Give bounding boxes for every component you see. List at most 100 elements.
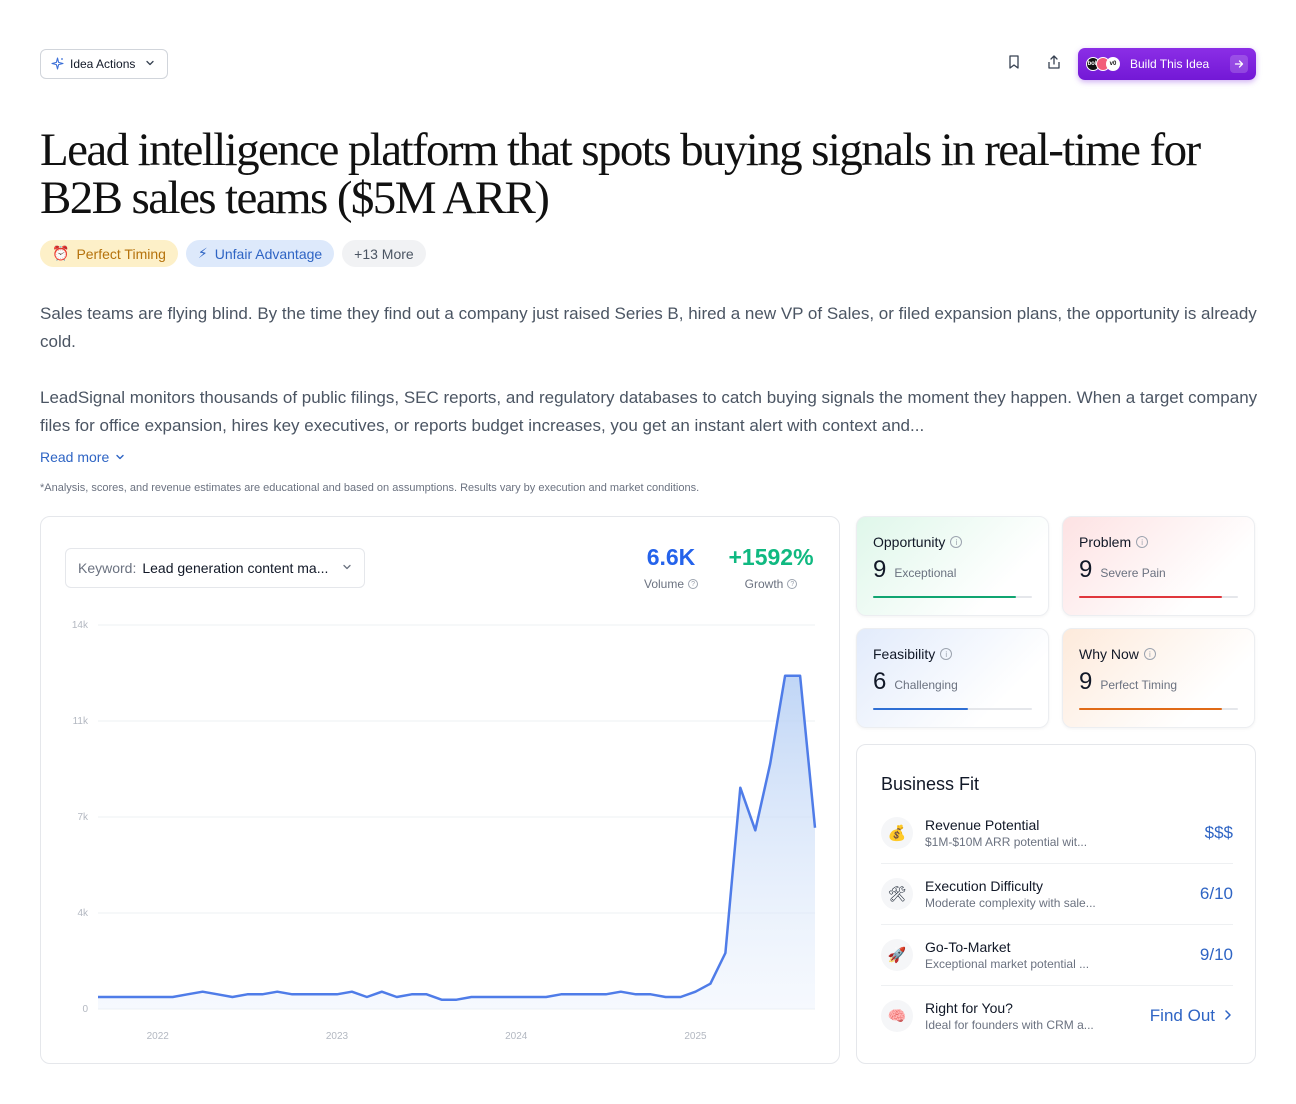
chevron-down-icon [342,562,352,575]
row-value: 6/10 [1199,884,1233,903]
arrow-right-icon [1230,55,1248,73]
info-icon[interactable]: i [1136,536,1149,548]
bookmark-button[interactable] [1002,52,1026,76]
info-icon[interactable]: i [940,648,953,660]
opportunity-score-card[interactable]: Opportunity i 9 Exceptional [856,516,1049,616]
idea-actions-label: Idea Actions [70,57,136,71]
business-fit-card: Business Fit 💰 Revenue Potential $1M-$10… [856,744,1256,1064]
y-tick-label: 11k [73,716,89,727]
money-bag-icon: 💰 [881,817,913,849]
share-icon [1046,54,1062,75]
row-description: Exceptional market potential ... [925,957,1090,971]
growth-label-row: Growth ? [723,577,819,591]
score-bar [1079,596,1238,598]
description-paragraph: Sales teams are flying blind. By the tim… [40,304,1257,351]
score-bar [1079,708,1238,710]
read-more-link[interactable]: Read more [40,449,125,465]
x-tick-label: 2022 [147,1031,170,1042]
alarm-clock-icon: ⏰ [52,245,70,261]
info-icon[interactable]: i [1143,648,1156,660]
right-for-you-row[interactable]: 🧠 Right for You? Ideal for founders with… [881,985,1233,1046]
keyword-select[interactable]: Keyword: Lead generation content ma... [65,548,365,588]
info-icon[interactable]: i [950,536,963,548]
growth-value: +1592% [728,544,814,570]
x-tick-label: 2023 [326,1031,349,1042]
keyword-trend-card: Keyword: Lead generation content ma... 6… [40,516,840,1064]
row-title: Execution Difficulty [925,878,1044,894]
tag-label: Perfect Timing [76,245,166,262]
row-description: $1M-$10M ARR potential wit... [925,835,1088,849]
v0-avatar: v0 [1106,57,1120,71]
series-area [98,675,815,1009]
brain-icon: 🧠 [881,999,913,1032]
score-title: Feasibility [873,646,936,662]
why-now-score-card[interactable]: Why Now i 9 Perfect Timing [1062,628,1255,728]
score-title: Problem [1079,534,1132,550]
build-this-idea-button[interactable]: bolt v0 Build This Idea [1078,48,1256,80]
row-title: Right for You? [925,999,1013,1016]
score-label: Challenging [894,678,958,692]
score-bar [873,596,1032,598]
builder-avatars: bolt v0 [1086,57,1120,71]
row-title: Revenue Potential [925,817,1040,833]
tag-list: ⏰ Perfect Timing ⚡ Unfair Advantage +13 … [40,240,426,267]
volume-label-row: Volume ? [631,577,711,591]
page-title: Lead intelligence platform that spots bu… [40,124,1201,224]
help-icon[interactable]: ? [688,579,699,589]
rocket-icon: 🚀 [881,939,913,971]
top-toolbar: Idea Actions bolt v0 Build This Idea [40,48,1256,80]
score-value: 9 [873,556,887,583]
volume-metric: 6.6K Volume ? [631,541,711,591]
sparkle-icon [51,56,64,72]
feasibility-score-card[interactable]: Feasibility i 6 Challenging [856,628,1049,728]
score-value: 6 [873,668,887,695]
go-to-market-row[interactable]: 🚀 Go-To-Market Exceptional market potent… [881,925,1233,986]
business-fit-title: Business Fit [881,774,980,794]
growth-label: Growth [744,577,784,591]
revenue-potential-row[interactable]: 💰 Revenue Potential $1M-$10M ARR potenti… [881,803,1233,864]
score-bar-fill [873,596,1017,598]
tag-perfect-timing[interactable]: ⏰ Perfect Timing [40,240,178,267]
build-label: Build This Idea [1130,57,1210,71]
chevron-down-icon [145,58,155,71]
tag-unfair-advantage[interactable]: ⚡ Unfair Advantage [185,240,335,267]
score-label: Perfect Timing [1100,678,1178,692]
x-tick-label: 2025 [684,1031,707,1042]
row-title: Go-To-Market [925,939,1011,955]
score-value: 9 [1079,668,1093,695]
help-icon[interactable]: ? [787,579,798,589]
tag-more[interactable]: +13 More [342,240,426,267]
x-tick-label: 2024 [505,1031,528,1042]
score-bar [873,708,1032,710]
growth-metric: +1592% Growth ? [723,541,819,591]
y-tick-label: 14k [72,620,89,631]
score-label: Severe Pain [1100,566,1166,580]
y-tick-label: 4k [77,908,89,919]
chevron-right-icon [1223,1006,1233,1026]
execution-difficulty-row[interactable]: 🛠 Execution Difficulty Moderate complexi… [881,864,1233,925]
volume-value: 6.6K [646,544,696,570]
idea-actions-dropdown[interactable]: Idea Actions [40,49,169,79]
score-value: 9 [1079,556,1093,583]
volume-label: Volume [643,577,685,591]
score-label: Exceptional [894,566,957,580]
score-bar-fill [873,708,969,710]
score-title: Why Now [1079,646,1139,662]
row-description: Moderate complexity with sale... [925,896,1096,910]
row-value: $$$ [1204,823,1233,842]
keyword-label: Keyword: [78,560,137,576]
row-description: Ideal for founders with CRM a... [925,1017,1094,1032]
series-line [98,674,817,1001]
read-more-label: Read more [40,449,110,465]
problem-score-card[interactable]: Problem i 9 Severe Pain [1062,516,1255,616]
row-value: 9/10 [1199,945,1233,964]
tag-label: +13 More [354,245,414,262]
y-tick-label: 7k [77,812,89,823]
find-out-link[interactable]: Find Out [1150,1006,1233,1026]
share-button[interactable] [1042,52,1066,76]
disclaimer: *Analysis, scores, and revenue estimates… [40,482,700,494]
score-bar-fill [1079,596,1223,598]
chevron-down-icon [115,449,125,465]
find-out-label: Find Out [1149,1005,1215,1025]
tag-label: Unfair Advantage [214,245,323,262]
